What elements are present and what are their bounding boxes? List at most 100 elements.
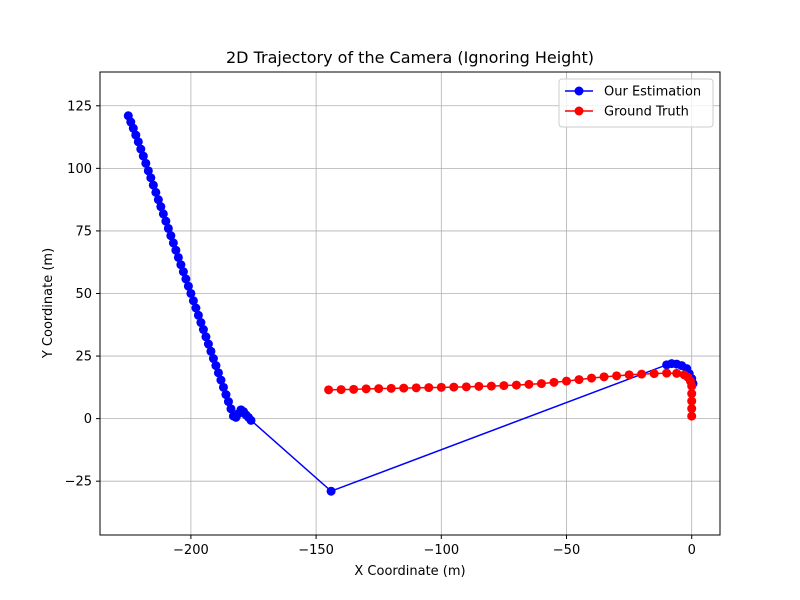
data-point — [637, 369, 647, 379]
data-point — [687, 396, 697, 406]
data-point — [536, 379, 546, 389]
y-tick-label: −25 — [65, 475, 92, 490]
data-point — [574, 375, 584, 385]
legend-marker — [574, 86, 584, 96]
y-tick-label: 25 — [75, 350, 92, 365]
data-point — [424, 383, 434, 393]
x-tick-label: −100 — [423, 543, 459, 558]
data-point — [649, 369, 659, 379]
data-point — [146, 173, 156, 183]
data-point — [133, 137, 143, 147]
data-point — [486, 381, 496, 391]
legend-marker — [574, 106, 584, 116]
data-point — [158, 209, 168, 219]
x-tick-label: −200 — [173, 543, 209, 558]
x-tick-label: 0 — [688, 543, 696, 558]
x-tick-label: −150 — [298, 543, 334, 558]
data-point — [203, 339, 213, 349]
data-point — [128, 123, 138, 133]
data-point — [461, 382, 471, 392]
data-point — [198, 325, 208, 335]
data-point — [131, 130, 141, 140]
y-tick-label: 50 — [75, 287, 92, 302]
data-point — [386, 383, 396, 393]
data-point — [223, 397, 233, 407]
chart-title: 2D Trajectory of the Camera (Ignoring He… — [226, 48, 594, 67]
data-point — [151, 187, 161, 197]
data-point — [324, 385, 334, 395]
data-point — [201, 332, 211, 342]
data-point — [624, 370, 634, 380]
data-point — [612, 371, 622, 381]
data-point — [687, 411, 697, 421]
data-point — [221, 390, 231, 400]
data-point — [218, 382, 228, 392]
y-tick-label: 125 — [67, 99, 92, 114]
data-point — [168, 238, 178, 248]
data-point — [196, 318, 206, 328]
data-point — [587, 373, 597, 383]
data-point — [562, 376, 572, 386]
y-axis-label: Y Coordinate (m) — [41, 248, 56, 359]
data-point — [213, 368, 223, 378]
data-point — [136, 144, 146, 154]
data-point — [173, 252, 183, 262]
data-point — [178, 267, 188, 277]
data-point — [474, 381, 484, 391]
data-point — [176, 260, 186, 270]
data-point — [549, 377, 559, 387]
data-point — [436, 382, 446, 392]
series-1 — [324, 368, 697, 421]
x-axis-label: X Coordinate (m) — [354, 564, 465, 579]
data-point — [156, 202, 166, 212]
data-point — [361, 384, 371, 394]
data-point — [186, 288, 196, 298]
data-point — [188, 296, 198, 306]
data-point — [246, 415, 256, 425]
data-point — [687, 404, 697, 414]
data-point — [687, 389, 697, 399]
data-point — [499, 381, 509, 391]
series-layer — [123, 111, 698, 496]
data-point — [141, 158, 151, 168]
data-point — [411, 383, 421, 393]
data-point — [193, 310, 203, 320]
series-0 — [123, 111, 698, 496]
data-point — [326, 486, 336, 496]
data-point — [143, 166, 153, 176]
data-point — [672, 368, 682, 378]
data-point — [662, 368, 672, 378]
data-point — [687, 381, 697, 391]
data-point — [374, 384, 384, 394]
data-point — [163, 223, 173, 233]
data-point — [206, 346, 216, 356]
data-point — [211, 361, 221, 371]
data-point — [171, 245, 181, 255]
data-point — [349, 384, 359, 394]
data-point — [524, 379, 534, 389]
x-tick-label: −50 — [553, 543, 580, 558]
data-point — [138, 151, 148, 161]
legend-box — [558, 78, 714, 128]
y-tick-label: 75 — [75, 224, 92, 239]
data-point — [226, 404, 236, 414]
data-point — [183, 281, 193, 291]
y-tick-label: 100 — [67, 162, 92, 177]
grid-layer — [100, 72, 720, 535]
data-point — [208, 354, 218, 364]
data-point — [511, 380, 521, 390]
data-point — [449, 382, 459, 392]
data-point — [148, 180, 158, 190]
data-point — [166, 231, 176, 241]
data-point — [191, 303, 201, 313]
tick-layer: −200 −150 −100 −50 0 −25 0 25 50 75 100 125 — [65, 99, 696, 558]
data-point — [161, 216, 171, 226]
legend: Our Estimation Ground Truth — [558, 78, 714, 128]
legend-label: Our Estimation — [604, 85, 701, 100]
plot-frame — [99, 71, 721, 536]
legend-label: Ground Truth — [604, 105, 689, 120]
data-point — [336, 385, 346, 395]
data-point — [399, 383, 409, 393]
